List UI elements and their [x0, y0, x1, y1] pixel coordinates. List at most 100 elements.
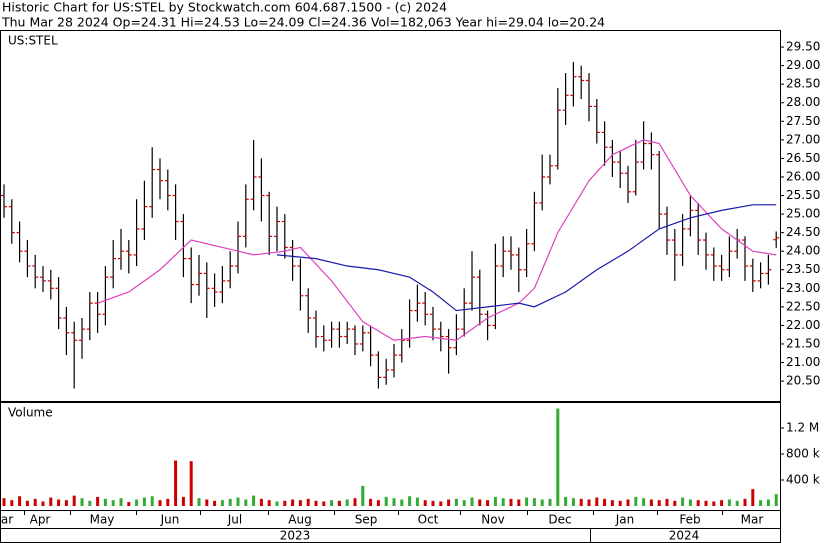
y2-tick-label: 400 k — [786, 473, 820, 487]
volume-bar — [353, 498, 357, 506]
month-label: Aug — [288, 513, 311, 527]
volume-bar — [41, 501, 45, 506]
volume-bar — [595, 497, 599, 506]
volume-bar — [454, 498, 458, 506]
y-tick-label: 22.00 — [786, 318, 820, 332]
y-tick-label: 20.50 — [786, 374, 820, 388]
volume-bar — [57, 499, 61, 506]
month-label: May — [90, 513, 115, 527]
y-tick-label: 25.50 — [786, 188, 820, 202]
volume-bar — [759, 500, 763, 506]
volume-bar — [431, 500, 435, 506]
volume-bar — [400, 499, 404, 506]
volume-bar — [127, 502, 131, 506]
volume-bar — [18, 496, 22, 506]
volume-bar — [96, 496, 100, 506]
year-label: 2023 — [280, 529, 311, 543]
volume-bar — [361, 485, 365, 506]
volume-bar — [150, 496, 154, 506]
volume-bar — [626, 499, 630, 506]
y-tick-label: 28.00 — [786, 95, 820, 109]
volume-bar — [517, 499, 521, 506]
volume-bar — [470, 497, 474, 506]
volume-bar — [103, 498, 107, 506]
volume-bar — [439, 501, 443, 506]
month-label: Sep — [355, 513, 378, 527]
month-label: Oct — [418, 513, 439, 527]
volume-bar — [64, 500, 68, 506]
volume-bar — [525, 497, 529, 506]
volume-bar — [751, 489, 755, 506]
volume-bar — [384, 496, 388, 506]
y-tick-label: 22.50 — [786, 299, 820, 313]
month-label: Jan — [615, 513, 635, 527]
y-tick-label: 23.50 — [786, 262, 820, 276]
volume-bar — [486, 500, 490, 506]
volume-bar — [634, 496, 638, 506]
volume-bar — [509, 498, 513, 506]
y-tick-label: 26.50 — [786, 151, 820, 165]
volume-bar — [423, 500, 427, 506]
volume-bar — [220, 500, 224, 506]
volume-bar — [142, 497, 146, 506]
volume-bar — [462, 500, 466, 506]
volume-bar — [727, 499, 731, 506]
month-label: Nov — [481, 513, 504, 527]
volume-bar — [72, 495, 76, 506]
volume-bar — [618, 500, 622, 506]
volume-bar — [766, 499, 770, 506]
y-tick-label: 21.50 — [786, 336, 820, 350]
volume-bar — [587, 499, 591, 506]
volume-bar — [369, 498, 373, 506]
y-tick-label: 26.00 — [786, 169, 820, 183]
volume-bar — [548, 498, 552, 506]
y2-tick-label: 800 k — [786, 447, 820, 461]
month-label: Jul — [227, 513, 242, 527]
volume-bar — [493, 496, 497, 506]
year-label: 2024 — [669, 529, 700, 543]
volume-bar — [735, 500, 739, 506]
month-label: Dec — [548, 513, 571, 527]
volume-bar — [696, 500, 700, 506]
y-tick-label: 28.50 — [786, 77, 820, 91]
chart-title: Historic Chart for US:STEL by Stockwatch… — [2, 0, 447, 15]
y2-tick-label: 1.2 M — [786, 421, 819, 435]
volume-bar — [345, 499, 349, 506]
volume-bar — [252, 495, 256, 506]
volume-bar — [2, 498, 6, 506]
volume-bar — [330, 500, 334, 506]
volume-bar — [392, 498, 396, 506]
month-label: Apr — [30, 513, 51, 527]
volume-bar — [189, 461, 193, 506]
volume-bar — [556, 408, 560, 506]
volume-bar — [478, 499, 482, 506]
volume-bar — [306, 498, 310, 506]
volume-bar — [291, 499, 295, 506]
volume-bar — [25, 500, 29, 506]
volume-bar — [376, 500, 380, 506]
y-tick-label: 29.00 — [786, 58, 820, 72]
volume-bar — [532, 498, 536, 506]
y-tick-label: 29.50 — [786, 40, 820, 54]
volume-bar — [681, 497, 685, 506]
y-tick-label: 25.00 — [786, 207, 820, 221]
price-panel — [0, 30, 781, 402]
month-label: Feb — [679, 513, 700, 527]
volume-bar — [197, 498, 201, 506]
volume-bar — [603, 498, 607, 506]
y-tick-label: 24.50 — [786, 225, 820, 239]
volume-bar — [10, 500, 14, 506]
volume-bar — [704, 500, 708, 506]
volume-bar — [213, 500, 217, 506]
y-tick-label: 24.00 — [786, 244, 820, 258]
volume-bar — [283, 500, 287, 506]
volume-bar — [275, 501, 279, 506]
y-tick-label: 27.00 — [786, 132, 820, 146]
chart-subtitle: Thu Mar 28 2024 Op=24.31 Hi=24.53 Lo=24.… — [1, 15, 605, 30]
moving-average — [276, 204, 777, 312]
month-label: ar — [1, 513, 13, 527]
symbol-label: US:STEL — [8, 34, 58, 48]
volume-bar — [610, 500, 614, 506]
